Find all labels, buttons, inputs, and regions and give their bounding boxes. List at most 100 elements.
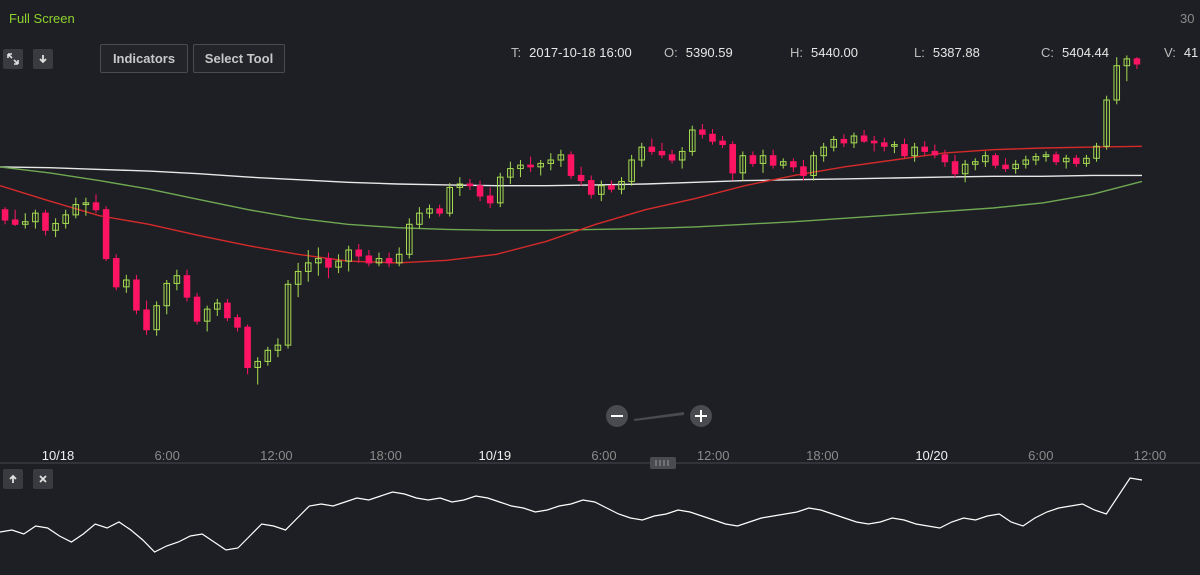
candle bbox=[436, 204, 443, 217]
time-key: T: bbox=[511, 45, 522, 60]
candle-body-up bbox=[1103, 99, 1110, 147]
date-tick-label: 10/18 bbox=[42, 448, 75, 463]
arrow-up-icon[interactable] bbox=[3, 469, 23, 489]
candle bbox=[557, 149, 565, 167]
time-tick-label: 6:00 bbox=[155, 448, 180, 463]
candle bbox=[486, 187, 494, 208]
candle bbox=[739, 151, 747, 181]
candle-body-down bbox=[355, 249, 363, 257]
ohlc-low: L: 5387.88 bbox=[914, 45, 980, 60]
candle bbox=[375, 252, 383, 267]
candle bbox=[214, 298, 221, 316]
candle-body-down bbox=[244, 326, 251, 368]
low-value: 5387.88 bbox=[932, 45, 980, 60]
indicators-button[interactable]: Indicators bbox=[100, 44, 188, 73]
candle-body-up bbox=[678, 150, 686, 161]
select-tool-button[interactable]: Select Tool bbox=[193, 44, 285, 73]
candle bbox=[123, 274, 130, 293]
candle-body-down bbox=[193, 296, 201, 322]
date-tick-label: 10/20 bbox=[915, 448, 948, 463]
candle-body-up bbox=[820, 146, 827, 157]
candle-body-up bbox=[456, 183, 464, 188]
candle-body-up bbox=[1022, 159, 1030, 165]
candle-body-up bbox=[21, 221, 29, 225]
candle-body-down bbox=[1052, 154, 1060, 163]
ohlc-close: C: 5404.44 bbox=[1041, 45, 1109, 60]
time-range-label[interactable]: 30 bbox=[1180, 11, 1195, 26]
candle-body-down bbox=[931, 150, 939, 156]
candle bbox=[971, 158, 979, 171]
candle-body-up bbox=[426, 208, 433, 214]
candle bbox=[941, 149, 949, 167]
candle-body-down bbox=[112, 258, 120, 288]
candle bbox=[264, 346, 272, 366]
candle bbox=[961, 160, 969, 183]
drag-handle-icon[interactable] bbox=[650, 457, 676, 469]
candle-body-down bbox=[11, 219, 19, 225]
candle bbox=[587, 175, 595, 199]
candle-body-down bbox=[941, 154, 949, 163]
candle-body-up bbox=[1012, 163, 1019, 170]
candle bbox=[62, 209, 69, 229]
close-icon[interactable] bbox=[33, 469, 53, 489]
candle bbox=[304, 250, 312, 282]
candle bbox=[1103, 95, 1110, 150]
candle-body-down bbox=[325, 258, 332, 268]
candle-body-down bbox=[567, 154, 575, 176]
candle-body-up bbox=[395, 253, 403, 264]
time-tick-label: 12:00 bbox=[697, 448, 730, 463]
candle-body-down bbox=[719, 140, 726, 146]
candle-body-down bbox=[769, 155, 777, 166]
candle bbox=[608, 180, 615, 193]
candle-body-up bbox=[274, 344, 282, 351]
candle-body-up bbox=[254, 360, 261, 368]
candle-body-up bbox=[1123, 58, 1131, 67]
candle bbox=[507, 161, 514, 184]
resize-handle[interactable] bbox=[650, 457, 676, 469]
full-screen-link[interactable]: Full Screen bbox=[9, 11, 75, 26]
candle-body-down bbox=[749, 155, 757, 164]
candle-body-down bbox=[729, 144, 736, 174]
candle-body-up bbox=[557, 154, 565, 161]
time-tick-label: 12:00 bbox=[260, 448, 293, 463]
candle-body-down bbox=[224, 302, 231, 319]
candle-body-up bbox=[779, 161, 787, 166]
volume-key: V: bbox=[1164, 45, 1176, 60]
candle bbox=[790, 158, 797, 172]
candle bbox=[1073, 154, 1080, 167]
candle-body-up bbox=[507, 168, 514, 178]
candle-body-up bbox=[759, 155, 767, 164]
candle-body-down bbox=[234, 317, 241, 328]
ohlc-time: T: 2017-10-18 16:00 bbox=[511, 45, 632, 60]
candle bbox=[42, 209, 49, 236]
ma-fast-line bbox=[0, 145, 1143, 264]
candle-body-up bbox=[688, 129, 696, 152]
candle bbox=[688, 125, 696, 156]
close-key: C: bbox=[1041, 45, 1054, 60]
candle-body-down bbox=[102, 209, 110, 260]
candle bbox=[1012, 160, 1019, 174]
candle bbox=[951, 154, 959, 178]
oscillator-panel bbox=[0, 477, 1143, 553]
candle-body-up bbox=[891, 144, 898, 147]
candle-body-down bbox=[840, 138, 848, 144]
candle bbox=[517, 160, 524, 178]
candle bbox=[315, 247, 322, 276]
candle bbox=[325, 252, 332, 279]
expand-icon[interactable] bbox=[3, 49, 23, 69]
arrow-down-icon[interactable] bbox=[33, 49, 53, 69]
candle-body-up bbox=[62, 214, 69, 224]
time-axis: 10/18 6:00 12:00 18:00 10/19 6:00 12:00 18:00 10… bbox=[42, 448, 1167, 463]
candle bbox=[628, 154, 635, 186]
candle bbox=[537, 160, 544, 176]
candle-body-up bbox=[961, 163, 969, 175]
candle bbox=[82, 197, 90, 216]
zoom-slider[interactable] bbox=[634, 412, 684, 421]
candle bbox=[395, 247, 403, 267]
candle-body-down bbox=[1002, 164, 1009, 170]
candle-body-down bbox=[658, 150, 666, 156]
candle bbox=[719, 136, 726, 148]
candle-body-down bbox=[699, 129, 706, 135]
candle bbox=[11, 209, 19, 226]
